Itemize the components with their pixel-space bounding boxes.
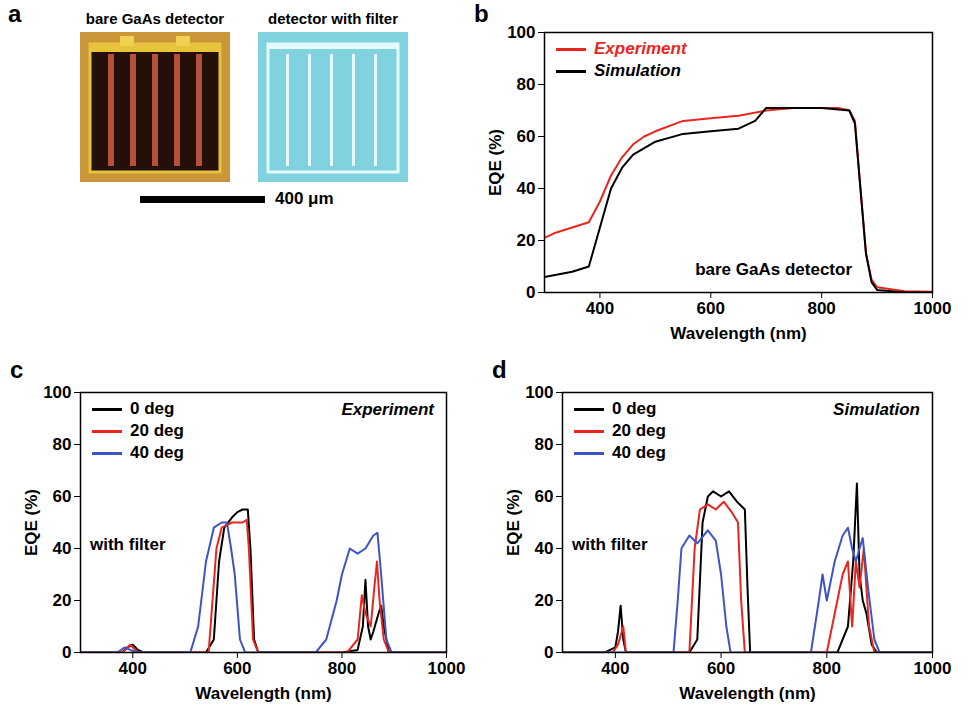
html-text:20 deg: 20 deg: [612, 421, 666, 440]
html-text:0 deg: 0 deg: [130, 399, 175, 418]
html-text:Experiment: Experiment: [594, 39, 687, 58]
html-text:Experiment: Experiment: [341, 400, 434, 419]
svg-text:Wavelength (nm): Wavelength (nm): [679, 684, 815, 703]
html-text:bare GaAs detector: bare GaAs detector: [85, 10, 225, 27]
html-text:with filter: with filter: [90, 535, 166, 554]
html-text:Simulation: Simulation: [594, 61, 681, 80]
svg-text:20: 20: [53, 591, 72, 610]
html-text:40 deg: 40 deg: [130, 443, 184, 462]
html-text:detector with filter: detector with filter: [268, 10, 398, 27]
svg-text:600: 600: [697, 299, 725, 318]
svg-text:EQE (%): EQE (%): [504, 489, 523, 556]
svg-text:EQE (%): EQE (%): [486, 129, 505, 196]
html-text:b: b: [474, 0, 489, 27]
svg-text:800: 800: [813, 659, 841, 678]
svg-text:60: 60: [53, 487, 72, 506]
svg-text:80: 80: [53, 435, 72, 454]
html-text:Simulation: Simulation: [833, 400, 920, 419]
svg-text:Wavelength (nm): Wavelength (nm): [195, 684, 331, 703]
svg-text:800: 800: [807, 299, 835, 318]
svg-text:600: 600: [707, 659, 735, 678]
svg-text:600: 600: [223, 659, 251, 678]
svg-text:40: 40: [53, 539, 72, 558]
html-text:20 deg: 20 deg: [130, 421, 184, 440]
html-text:400 μm: 400 μm: [275, 189, 334, 208]
html-text:a: a: [8, 0, 22, 27]
svg-text:20: 20: [517, 231, 536, 250]
svg-text:100: 100: [525, 383, 553, 402]
svg-text:60: 60: [535, 487, 554, 506]
html-text:with filter: with filter: [572, 535, 648, 554]
svg-text:80: 80: [517, 75, 536, 94]
svg-text:Wavelength (nm): Wavelength (nm): [670, 324, 806, 343]
svg-text:1000: 1000: [914, 299, 952, 318]
svg-text:EQE (%): EQE (%): [22, 489, 41, 556]
svg-text:0: 0: [526, 283, 535, 302]
html-text:40 deg: 40 deg: [612, 443, 666, 462]
svg-text:400: 400: [601, 659, 629, 678]
html-text:bare GaAs detector: bare GaAs detector: [695, 260, 852, 279]
svg-text:1000: 1000: [914, 659, 952, 678]
svg-text:0: 0: [544, 643, 553, 662]
svg-text:40: 40: [517, 179, 536, 198]
html-text:0 deg: 0 deg: [612, 399, 657, 418]
svg-text:80: 80: [535, 435, 554, 454]
svg-text:100: 100: [507, 23, 535, 42]
svg-text:0: 0: [62, 643, 71, 662]
svg-text:40: 40: [535, 539, 554, 558]
svg-text:60: 60: [517, 127, 536, 146]
svg-text:20: 20: [535, 591, 554, 610]
svg-text:1000: 1000: [428, 659, 466, 678]
svg-text:100: 100: [43, 383, 71, 402]
html-text:d: d: [492, 356, 507, 383]
svg-text:400: 400: [586, 299, 614, 318]
html-text:c: c: [10, 356, 24, 383]
svg-text:400: 400: [119, 659, 147, 678]
svg-text:800: 800: [328, 659, 356, 678]
